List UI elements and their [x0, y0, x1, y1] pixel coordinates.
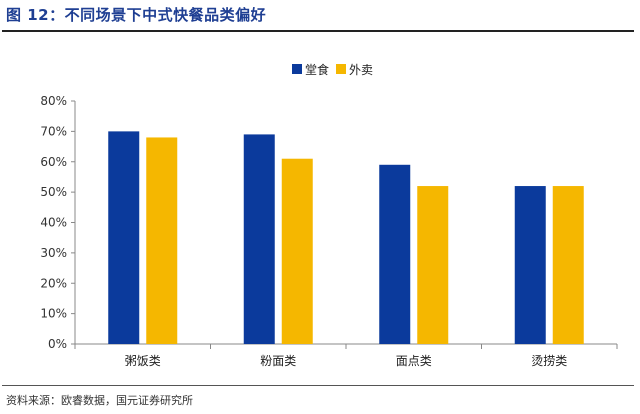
- bar-takeout: [281, 158, 313, 344]
- legend-swatch: [292, 64, 302, 74]
- y-tick-label: 50%: [40, 185, 67, 199]
- legend: 堂食 外卖: [292, 62, 373, 77]
- figure-title: 图 12：不同场景下中式快餐品类偏好: [6, 6, 267, 24]
- y-tick-label: 30%: [40, 246, 67, 260]
- y-tick-label: 80%: [40, 94, 67, 108]
- y-tick-label: 10%: [40, 307, 67, 321]
- legend-label: 堂食: [305, 62, 329, 77]
- x-tick-label: 粉面类: [260, 354, 296, 368]
- bar-dine-in: [243, 134, 275, 344]
- x-tick-label: 烫捞类: [531, 354, 567, 368]
- legend-label: 外卖: [349, 63, 373, 77]
- y-tick-label: 20%: [40, 276, 67, 290]
- bar-takeout: [417, 186, 449, 344]
- source-note: 资料来源：欧睿数据，国元证券研究所: [6, 394, 193, 407]
- x-axis: 粥饭类 粉面类 面点类 烫捞类: [74, 343, 618, 368]
- bars-group: [108, 131, 584, 344]
- y-axis: 0% 10% 20% 30% 40% 50% 60% 70% 80%: [40, 94, 76, 351]
- bar-takeout: [552, 186, 584, 344]
- y-tick-label: 60%: [40, 155, 67, 169]
- y-tick-label: 0%: [48, 337, 67, 351]
- y-tick-label: 40%: [40, 216, 67, 230]
- bar-dine-in: [514, 186, 546, 344]
- x-tick-label: 面点类: [396, 354, 432, 368]
- bar-dine-in: [379, 164, 411, 344]
- y-tick-label: 70%: [40, 124, 67, 138]
- footer-divider: [2, 385, 634, 386]
- bar-dine-in: [108, 131, 140, 344]
- x-tick-label: 粥饭类: [125, 354, 161, 368]
- legend-swatch: [336, 64, 346, 74]
- bar-takeout: [146, 137, 178, 344]
- title-divider: [2, 30, 634, 32]
